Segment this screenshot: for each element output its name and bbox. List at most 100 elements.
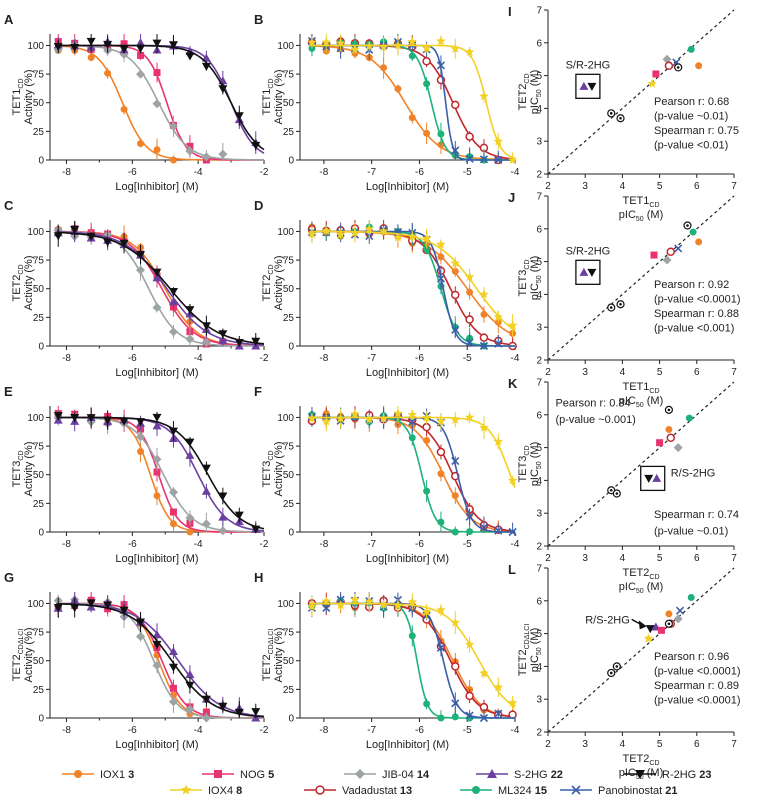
y-enzyme-sub: CD bbox=[524, 259, 531, 269]
y-tick-label: 25 bbox=[33, 127, 45, 138]
point-IOX1 bbox=[137, 448, 145, 456]
y-tick-label: 100 bbox=[27, 227, 44, 238]
point-R2HG bbox=[185, 438, 195, 447]
x-tick-label: -6 bbox=[415, 167, 424, 178]
y-label-enzyme: TET1 bbox=[11, 89, 23, 116]
x-enzyme: TET2 bbox=[622, 753, 649, 765]
pic50-unit: (M) bbox=[644, 581, 664, 593]
point-IOX4 bbox=[464, 47, 475, 57]
point-Vadadustat bbox=[465, 691, 474, 701]
x-tick-label: -8 bbox=[319, 725, 328, 736]
y-label-enzyme: TET2 bbox=[11, 654, 23, 681]
point-Vadadustat bbox=[479, 333, 489, 342]
point-JIB04 bbox=[168, 327, 178, 337]
x-tick-label: -8 bbox=[319, 539, 328, 550]
y-tick-label: 7 bbox=[536, 564, 542, 575]
legend-label-R2HG: R-2HG 23 bbox=[662, 769, 712, 781]
x-enzyme-sub: CD bbox=[649, 574, 659, 581]
y-axis-label-2: Activity (%) bbox=[273, 628, 285, 683]
x-tick-label: -5 bbox=[463, 353, 472, 364]
point-Panobinostat bbox=[479, 341, 489, 351]
y-tick-label: 75 bbox=[33, 628, 45, 639]
y-axis-label-2: Activity (%) bbox=[23, 628, 35, 683]
point-IOX4 bbox=[479, 91, 489, 101]
point-R2HG bbox=[152, 413, 162, 422]
y-axis-label-2: Activity (%) bbox=[23, 70, 35, 125]
y-tick-label: 7 bbox=[536, 6, 542, 17]
x-tick-label: 2 bbox=[545, 181, 551, 192]
pic50-unit: (M) bbox=[644, 209, 664, 221]
x-tick-label: 7 bbox=[731, 367, 737, 378]
y-enzyme-sub: CD bbox=[524, 445, 531, 455]
legend-marker-JIB04 bbox=[355, 769, 365, 779]
point-ML324 bbox=[408, 632, 416, 640]
point-IOX4 bbox=[335, 600, 346, 610]
y-axis-pic50: pIC50 (M) bbox=[529, 70, 543, 114]
point-R2HG bbox=[168, 427, 178, 436]
y-tick-label: 6 bbox=[536, 38, 542, 49]
x-tick-label: 6 bbox=[694, 553, 700, 564]
point-IOX4 bbox=[421, 412, 432, 422]
x-tick-label: -7 bbox=[367, 167, 376, 178]
y-label-enzyme: TET3 bbox=[261, 461, 273, 488]
legend-marker-NOG bbox=[214, 770, 222, 778]
y-tick-label: 50 bbox=[33, 656, 45, 667]
x-enzyme-sub: CD bbox=[649, 202, 659, 209]
point-IOX4 bbox=[364, 41, 374, 51]
x-tick-label: -2 bbox=[260, 167, 269, 178]
point-IOX1 bbox=[87, 54, 95, 62]
point-R2HG bbox=[185, 52, 195, 61]
y-tick-label: 2 bbox=[536, 356, 542, 367]
panel-H: H 0 25 50 75 100 -8 -7 -6 -5 -4 Log[Inhibitor] (M) T… bbox=[254, 570, 520, 751]
x-tick-label: -4 bbox=[194, 353, 203, 364]
stat-line: (p-value <0.0001) bbox=[654, 293, 741, 305]
point-ML324 bbox=[451, 528, 459, 536]
point-S2HG bbox=[168, 646, 178, 655]
point-R2HG bbox=[201, 62, 211, 71]
point-NOG bbox=[169, 684, 177, 692]
point-IOX4 bbox=[464, 639, 475, 649]
point-R2HG bbox=[152, 268, 162, 277]
x-tick-label: 7 bbox=[731, 739, 737, 750]
x-axis-pic50: pIC50 (M) bbox=[619, 209, 663, 223]
stat-line: (p-value <0.0001) bbox=[654, 665, 741, 677]
point-S2HG bbox=[168, 297, 178, 306]
point-NOG bbox=[202, 708, 210, 716]
point-Panobinostat bbox=[508, 527, 517, 537]
point-IOX4 bbox=[350, 409, 360, 419]
y-axis-label: TET3CD bbox=[11, 450, 25, 487]
panel-letter-J: J bbox=[508, 190, 515, 205]
point-R2HG bbox=[86, 232, 96, 241]
point-IOX1 bbox=[480, 310, 488, 318]
point-IOX4 bbox=[464, 272, 475, 282]
point-IOX4 bbox=[450, 414, 460, 424]
y-tick-label: 0 bbox=[288, 342, 294, 353]
point-Panobinostat bbox=[451, 699, 460, 708]
boxed-label: S/R-2HG bbox=[566, 59, 611, 71]
legend-marker-Panobinostat bbox=[571, 785, 581, 795]
point-IOX1 bbox=[169, 520, 177, 528]
point-IOX1 bbox=[423, 129, 431, 137]
scatter-point-S2HG-dot bbox=[615, 492, 619, 495]
panel-letter-I: I bbox=[508, 4, 512, 19]
scatter-point-NOG bbox=[652, 70, 660, 78]
point-IOX1 bbox=[120, 105, 128, 113]
point-IOX4 bbox=[421, 43, 432, 53]
point-IOX1 bbox=[153, 492, 161, 500]
y-tick-label: 5 bbox=[536, 257, 542, 268]
point-R2HG bbox=[53, 412, 63, 421]
point-Vadadustat bbox=[422, 56, 431, 66]
point-IOX4 bbox=[335, 38, 346, 48]
y-tick-label: 75 bbox=[33, 256, 45, 267]
y-tick-label: 50 bbox=[33, 470, 45, 481]
point-R2HG bbox=[152, 39, 162, 48]
point-R2HG bbox=[86, 37, 96, 46]
y-label-sub: CDΔLCI bbox=[268, 629, 275, 655]
point-JIB04 bbox=[185, 334, 195, 344]
y-axis-enzyme: TET2CD bbox=[517, 73, 531, 110]
point-R2HG bbox=[234, 511, 244, 520]
legend-name: JIB-04 bbox=[382, 769, 417, 781]
scatter-point-R2HG-dot bbox=[667, 408, 671, 412]
point-IOX4 bbox=[436, 239, 446, 249]
point-IOX1 bbox=[408, 114, 416, 122]
